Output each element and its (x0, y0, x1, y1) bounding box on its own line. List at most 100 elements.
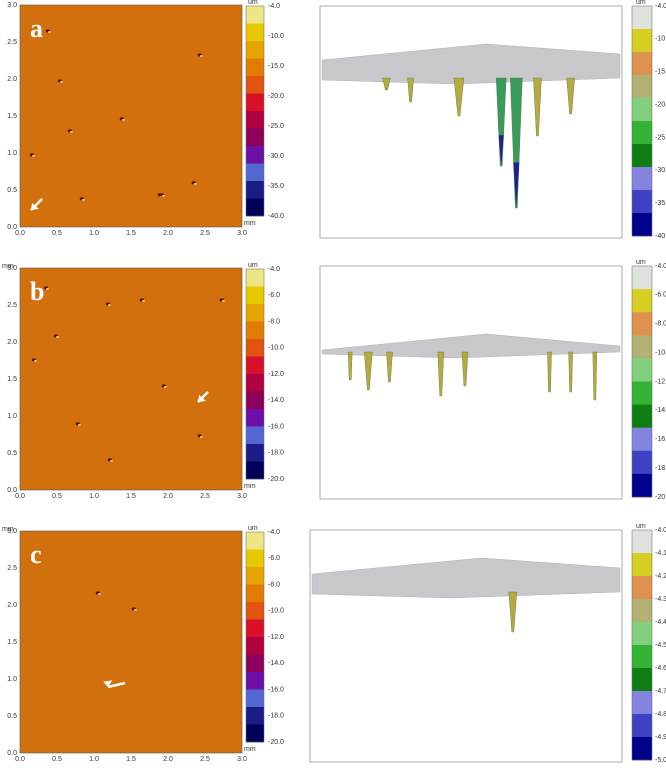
colorbar-swatch (632, 52, 652, 76)
x-tick-label: 1.0 (89, 756, 99, 763)
surface-spike (364, 351, 373, 391)
colorbar-unit: um (248, 0, 258, 6)
pit-highlight (163, 385, 167, 388)
x-tick-label: 2.5 (200, 230, 210, 237)
colorbar-swatch (246, 444, 264, 462)
y-tick-label: 1.0 (7, 676, 17, 683)
colorbar-tick-label: -4.0 (268, 266, 280, 273)
colorbar-swatch (246, 532, 264, 550)
y-tick-label: 0.5 (7, 713, 17, 720)
x-tick-label: 0.5 (52, 230, 62, 237)
x-tick-label: 1.5 (126, 230, 136, 237)
colorbar-frame (245, 268, 265, 480)
colorbar-swatch (632, 668, 652, 692)
colorbar-swatch (632, 404, 652, 428)
colorbar-swatch (632, 213, 652, 237)
pit-highlight (110, 459, 113, 462)
colorbar-swatch (632, 553, 652, 577)
surface-spike (407, 77, 414, 103)
x-tick-label: 1.0 (89, 230, 99, 237)
colorbar-swatch (246, 637, 264, 655)
y-tick-label: 0.5 (7, 450, 17, 457)
colorbar-tick-label: -30.0 (268, 153, 284, 160)
x-tick-label: 2.0 (163, 493, 173, 500)
colorbar-tick-label: -4.900 (655, 734, 666, 741)
colorbar-swatch (246, 163, 264, 182)
x-tick-label: 1.5 (126, 756, 136, 763)
colorbar-tick-label: -8.0 (268, 318, 280, 325)
colorbar-frame (245, 531, 265, 743)
y-tick-label: 3.0 (7, 2, 17, 9)
colorbar-tick-label: -20.0 (268, 739, 284, 746)
colorbar-swatch (632, 645, 652, 669)
y-tick-label: 2.0 (7, 339, 17, 346)
colorbar-tick-label: -6.0 (268, 292, 280, 299)
y-unit: mm (2, 263, 14, 270)
colorbar-swatch (246, 356, 264, 375)
colorbar-swatch (632, 450, 652, 475)
colorbar-tick-label: -4.800 (655, 711, 666, 718)
colorbar-tick-label: -12.0 (268, 371, 284, 378)
y-tick-label: 3.0 (7, 528, 17, 535)
x-tick-label: 2.0 (163, 230, 173, 237)
x-unit: mm (244, 483, 256, 490)
colorbar-tick-label: -4.400 (655, 619, 666, 626)
colorbar-swatch (246, 672, 264, 690)
colorbar-swatch (632, 167, 652, 191)
colorbar-tick-label: -15.0 (268, 63, 284, 70)
colorbar-swatch (246, 128, 264, 147)
colorbar-swatch (632, 427, 652, 452)
x-tick-label: 2.5 (200, 493, 210, 500)
pit-highlight (46, 287, 49, 290)
colorbar-tick-label: -12.0 (268, 634, 284, 641)
colorbar-tick-label: -18.0 (655, 465, 666, 472)
surface-spike (592, 351, 598, 401)
colorbar-swatch (632, 737, 652, 761)
pit-highlight (70, 130, 73, 133)
y-tick-label: 1.5 (7, 376, 17, 383)
colorbar-swatch (246, 181, 264, 199)
colorbar-swatch (246, 619, 264, 638)
colorbar-tick-label: -20.0 (655, 101, 666, 108)
colorbar-tick-label: -6.0 (655, 292, 666, 299)
colorbar-swatch (632, 358, 652, 382)
colorbar-tick-label: -20.0 (655, 494, 666, 501)
colorbar-tick-label: -14.0 (268, 660, 284, 667)
colorbar-tick-label: -35.0 (268, 183, 284, 190)
colorbar-swatch (632, 599, 652, 623)
colorbar-swatch (632, 473, 652, 498)
y-tick-label: 2.0 (7, 76, 17, 83)
height-map (19, 267, 243, 491)
colorbar-tick-label: -4.0 (655, 3, 666, 10)
colorbar-tick-label: -20.0 (268, 93, 284, 100)
surface-plate (311, 557, 621, 599)
colorbar-tick-label: -4.0 (268, 529, 280, 536)
colorbar-tick-label: -4.0 (268, 3, 280, 10)
surface-spike (547, 351, 552, 393)
x-tick-label: 3.0 (237, 756, 247, 763)
colorbar-tick-label: -10.0 (268, 608, 284, 615)
colorbar-frame (631, 529, 653, 761)
colorbar-swatch (632, 312, 652, 336)
colorbar-swatch (632, 6, 652, 30)
colorbar-swatch (632, 29, 652, 53)
colorbar-swatch (632, 190, 652, 214)
colorbar-tick-label: -40.0 (655, 233, 666, 240)
x-tick-label: 0.0 (15, 756, 25, 763)
colorbar-swatch (246, 426, 264, 445)
y-tick-label: 0.0 (7, 487, 17, 494)
colorbar-tick-label: -18.0 (268, 713, 284, 720)
colorbar-swatch (246, 374, 264, 392)
surface-spike (533, 77, 542, 137)
surface-spike (437, 351, 445, 397)
y-tick-label: 0.5 (7, 187, 17, 194)
colorbar-frame (631, 265, 653, 498)
y-tick-label: 0.0 (7, 750, 17, 757)
pit-highlight (108, 303, 111, 306)
colorbar-swatch (246, 23, 264, 42)
arrow-head (198, 395, 206, 402)
y-tick-label: 1.5 (7, 113, 17, 120)
pit-highlight (78, 423, 81, 426)
colorbar-tick-label: -6.0 (268, 555, 280, 562)
